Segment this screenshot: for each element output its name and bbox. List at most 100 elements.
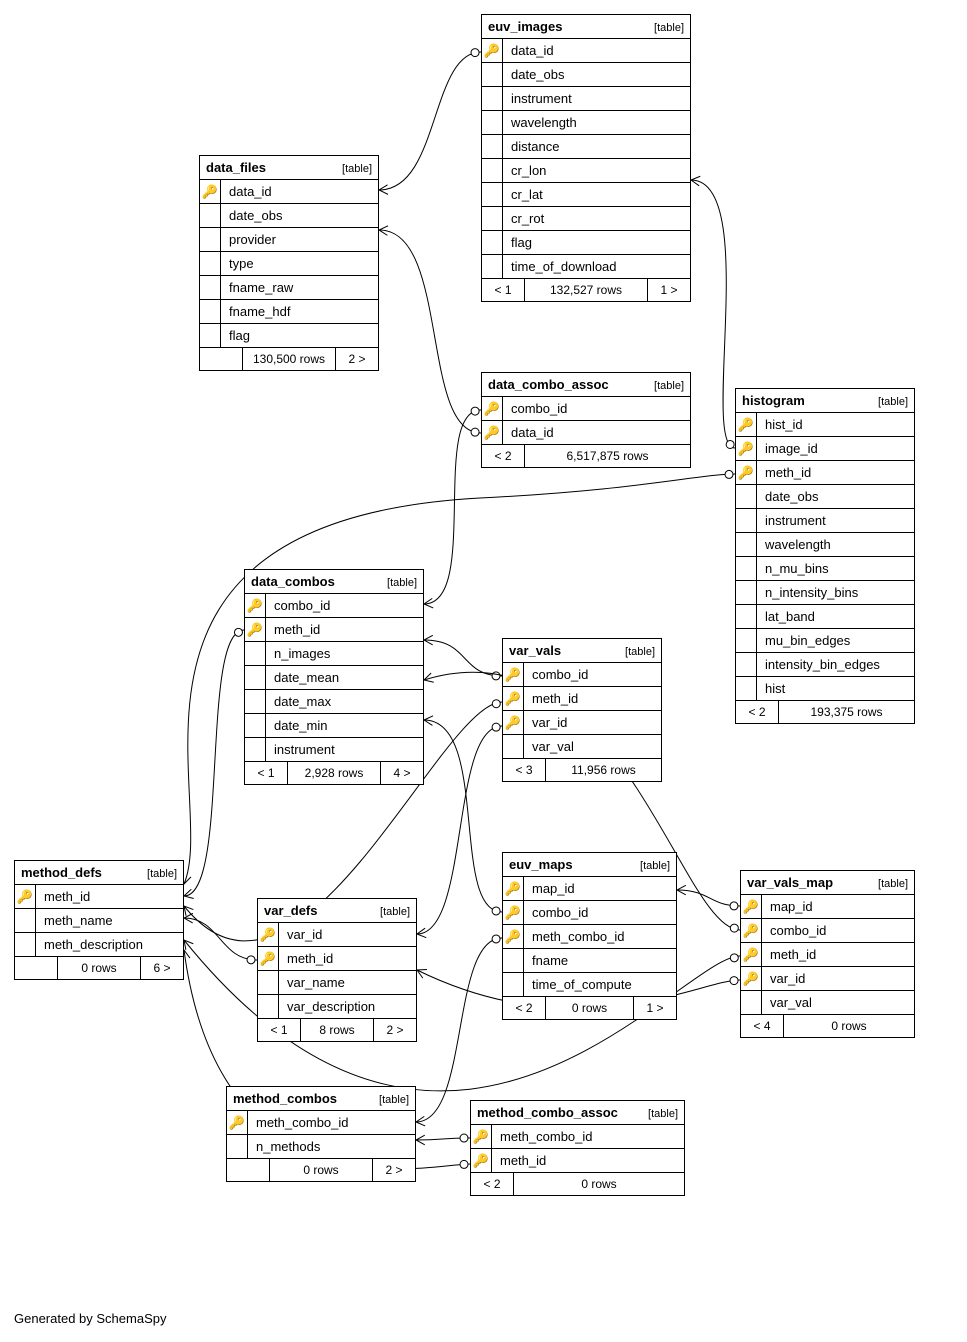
key-cell: 🔑 — [258, 923, 279, 946]
ring-icon — [471, 49, 479, 57]
footer-row: < 311,956 rows — [503, 759, 661, 781]
column-row: 🔑meth_id — [736, 461, 914, 485]
footer-in — [200, 348, 243, 370]
crowfoot-icon — [424, 716, 433, 726]
key-cell — [482, 231, 503, 254]
footer-row: 0 rows2 > — [227, 1159, 415, 1181]
key-cell — [503, 949, 524, 972]
column-name: fname — [524, 949, 676, 972]
column-name: fname_hdf — [221, 300, 378, 323]
column-name: combo_id — [503, 397, 690, 420]
column-name: meth_description — [36, 933, 183, 956]
column-name: meth_id — [757, 461, 914, 484]
key-cell: 🔑 — [503, 711, 524, 734]
column-name: var_name — [279, 971, 416, 994]
table-type: [table] — [147, 868, 177, 880]
column-row: date_obs — [200, 204, 378, 228]
column-name: map_id — [762, 895, 914, 918]
column-row: cr_rot — [482, 207, 690, 231]
column-name: meth_combo_id — [492, 1125, 684, 1148]
column-name: time_of_download — [503, 255, 690, 278]
footer-out: 1 > — [648, 279, 690, 301]
column-row: 🔑var_id — [503, 711, 661, 735]
key-cell: 🔑 — [503, 877, 524, 900]
table-name: data_combos — [251, 574, 335, 589]
column-name: flag — [503, 231, 690, 254]
key-cell — [482, 207, 503, 230]
table-name: method_defs — [21, 865, 102, 880]
key-cell — [258, 971, 279, 994]
pk-icon: 🔑 — [229, 1115, 245, 1131]
key-cell — [736, 557, 757, 580]
key-cell: 🔑 — [482, 39, 503, 62]
footer-rows: 11,956 rows — [546, 759, 661, 781]
column-row: var_val — [503, 735, 661, 759]
table-type: [table] — [387, 577, 417, 589]
table-name: var_vals — [509, 643, 561, 658]
table-name: euv_images — [488, 19, 562, 34]
key-cell — [736, 509, 757, 532]
column-row: 🔑data_id — [482, 39, 690, 63]
key-cell — [245, 666, 266, 689]
crowfoot-icon — [417, 969, 427, 978]
column-name: var_description — [279, 995, 416, 1018]
table-header: data_combo_assoc[table] — [482, 373, 690, 397]
column-row: n_images — [245, 642, 423, 666]
key-cell: 🔑 — [245, 594, 266, 617]
column-name: image_id — [757, 437, 914, 460]
column-row: 🔑meth_combo_id — [471, 1125, 684, 1149]
column-name: n_images — [266, 642, 423, 665]
footer-rows: 130,500 rows — [243, 348, 336, 370]
table-header: var_vals[table] — [503, 639, 661, 663]
column-name: date_max — [266, 690, 423, 713]
footer-out: 2 > — [374, 1019, 416, 1041]
column-row: n_mu_bins — [736, 557, 914, 581]
edge — [677, 890, 740, 906]
key-cell: 🔑 — [200, 180, 221, 203]
key-cell: 🔑 — [471, 1125, 492, 1148]
table-name: var_defs — [264, 903, 317, 918]
column-name: cr_lat — [503, 183, 690, 206]
footer-rows: 132,527 rows — [525, 279, 648, 301]
column-row: wavelength — [736, 533, 914, 557]
ring-icon — [725, 470, 733, 478]
fk-icon: 🔑 — [505, 905, 521, 921]
column-row: 🔑data_id — [482, 421, 690, 445]
footer-in: < 2 — [471, 1173, 514, 1195]
column-name: intensity_bin_edges — [757, 653, 914, 676]
table-data_combo_assoc: data_combo_assoc[table]🔑combo_id🔑data_id… — [481, 372, 691, 468]
table-name: histogram — [742, 393, 805, 408]
column-row: 🔑combo_id — [503, 901, 676, 925]
column-row: 🔑image_id — [736, 437, 914, 461]
column-row: instrument — [245, 738, 423, 762]
key-cell — [200, 228, 221, 251]
column-row: date_obs — [736, 485, 914, 509]
column-row: lat_band — [736, 605, 914, 629]
key-cell: 🔑 — [482, 397, 503, 420]
crowfoot-icon — [677, 885, 686, 895]
footer-out: 4 > — [381, 762, 423, 784]
column-row: 🔑var_id — [741, 967, 914, 991]
footer-in: < 1 — [258, 1019, 301, 1041]
key-cell — [736, 677, 757, 700]
footer-in: < 4 — [741, 1015, 784, 1037]
key-cell — [482, 63, 503, 86]
ring-icon — [460, 1160, 468, 1168]
table-type: [table] — [380, 906, 410, 918]
pk-icon: 🔑 — [484, 425, 500, 441]
pk-icon: 🔑 — [17, 889, 33, 905]
footer-rows: 2,928 rows — [288, 762, 381, 784]
edge — [379, 230, 481, 433]
column-name: provider — [221, 228, 378, 251]
footer-row: < 12,928 rows4 > — [245, 762, 423, 784]
column-name: distance — [503, 135, 690, 158]
edge — [691, 180, 735, 448]
footer-row: < 40 rows — [741, 1015, 914, 1037]
table-header: method_combo_assoc[table] — [471, 1101, 684, 1125]
footer-in: < 1 — [245, 762, 288, 784]
key-cell: 🔑 — [258, 947, 279, 970]
footer-rows: 193,375 rows — [779, 701, 914, 723]
key-cell — [200, 204, 221, 227]
table-type: [table] — [654, 380, 684, 392]
pk-icon: 🔑 — [505, 667, 521, 683]
